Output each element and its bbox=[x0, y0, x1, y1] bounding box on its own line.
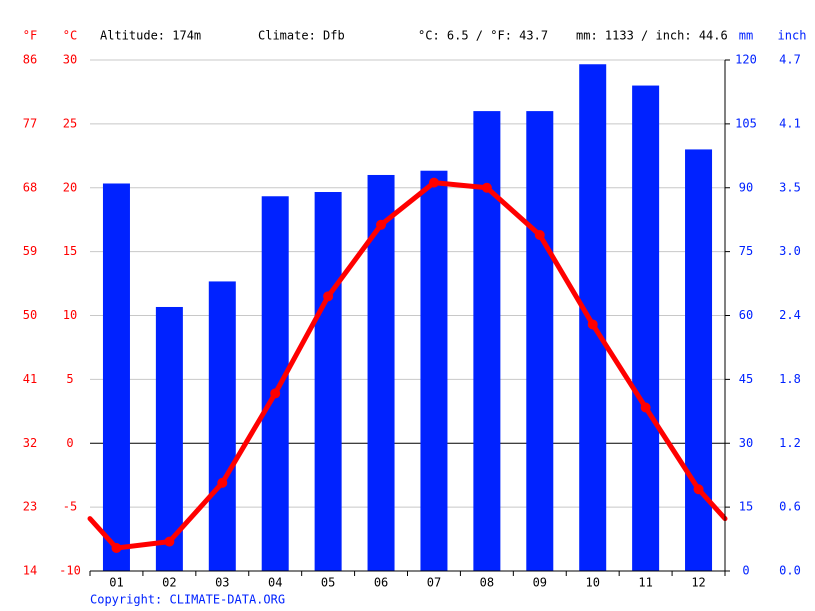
bar bbox=[261, 196, 289, 571]
x-tick-label: 12 bbox=[691, 576, 705, 590]
f-tick-label: 86 bbox=[23, 53, 37, 67]
f-unit: °F bbox=[23, 29, 37, 43]
f-tick-label: 41 bbox=[23, 372, 37, 386]
c-tick-label: -10 bbox=[59, 564, 81, 578]
inch-tick-label: 4.7 bbox=[779, 53, 801, 67]
temperature-point bbox=[111, 543, 122, 554]
temperature-point bbox=[428, 177, 439, 188]
bar bbox=[102, 183, 130, 571]
c-unit: °C bbox=[63, 29, 77, 43]
mm-tick-label: 15 bbox=[739, 500, 753, 514]
c-tick-label: 25 bbox=[63, 116, 77, 130]
inch-unit: inch bbox=[778, 29, 807, 43]
x-tick-label: 09 bbox=[533, 576, 547, 590]
x-tick-label: 05 bbox=[321, 576, 335, 590]
bar bbox=[526, 111, 554, 571]
inch-tick-label: 1.2 bbox=[779, 436, 801, 450]
bar bbox=[579, 64, 607, 571]
inch-tick-label: 3.0 bbox=[779, 244, 801, 258]
header-info: Climate: Dfb bbox=[258, 29, 345, 43]
bar bbox=[473, 111, 501, 571]
inch-tick-label: 3.5 bbox=[779, 180, 801, 194]
mm-tick-label: 0 bbox=[742, 564, 749, 578]
bar bbox=[685, 149, 713, 572]
mm-tick-label: 90 bbox=[739, 180, 753, 194]
mm-tick-label: 60 bbox=[739, 308, 753, 322]
x-tick-label: 11 bbox=[638, 576, 652, 590]
mm-unit: mm bbox=[739, 29, 753, 43]
temperature-point bbox=[534, 230, 545, 241]
inch-tick-label: 0.0 bbox=[779, 564, 801, 578]
inch-tick-label: 2.4 bbox=[779, 308, 801, 322]
x-tick-label: 06 bbox=[374, 576, 388, 590]
temperature-point bbox=[164, 536, 175, 547]
inch-tick-label: 1.8 bbox=[779, 372, 801, 386]
mm-tick-label: 45 bbox=[739, 372, 753, 386]
x-tick-label: 07 bbox=[427, 576, 441, 590]
c-tick-label: 15 bbox=[63, 244, 77, 258]
mm-tick-label: 120 bbox=[735, 53, 757, 67]
x-tick-label: 08 bbox=[480, 576, 494, 590]
header-info: °C: 6.5 / °F: 43.7 bbox=[418, 29, 548, 43]
c-tick-label: 20 bbox=[63, 180, 77, 194]
copyright: Copyright: CLIMATE-DATA.ORG bbox=[90, 593, 285, 607]
temperature-point bbox=[693, 484, 704, 495]
x-tick-label: 01 bbox=[109, 576, 123, 590]
temperature-point bbox=[376, 219, 387, 230]
line-wrap bbox=[696, 486, 728, 522]
f-tick-label: 32 bbox=[23, 436, 37, 450]
f-tick-label: 59 bbox=[23, 244, 37, 258]
line-wrap bbox=[87, 516, 119, 551]
header-info: Altitude: 174m bbox=[100, 29, 201, 43]
temperature-point bbox=[323, 291, 334, 302]
temperature-point bbox=[270, 388, 281, 399]
temperature-line bbox=[116, 180, 701, 551]
f-tick-label: 68 bbox=[23, 180, 37, 194]
c-tick-label: 5 bbox=[66, 372, 73, 386]
bar bbox=[420, 170, 448, 571]
x-tick-label: 10 bbox=[585, 576, 599, 590]
x-tick-label: 04 bbox=[268, 576, 282, 590]
c-tick-label: -5 bbox=[63, 500, 77, 514]
mm-tick-label: 30 bbox=[739, 436, 753, 450]
c-tick-label: 0 bbox=[66, 436, 73, 450]
bar bbox=[632, 85, 660, 572]
bar bbox=[155, 306, 183, 571]
bar bbox=[208, 281, 236, 571]
temperature-point bbox=[217, 477, 228, 488]
x-tick-label: 03 bbox=[215, 576, 229, 590]
f-tick-label: 14 bbox=[23, 564, 37, 578]
header-info: mm: 1133 / inch: 44.6 bbox=[576, 29, 728, 43]
x-tick-label: 02 bbox=[162, 576, 176, 590]
temperature-point bbox=[481, 182, 492, 193]
f-tick-label: 23 bbox=[23, 500, 37, 514]
bar bbox=[314, 192, 342, 571]
inch-tick-label: 0.6 bbox=[779, 500, 801, 514]
f-tick-label: 50 bbox=[23, 308, 37, 322]
c-tick-label: 30 bbox=[63, 53, 77, 67]
inch-tick-label: 4.1 bbox=[779, 116, 801, 130]
mm-tick-label: 75 bbox=[739, 244, 753, 258]
temperature-point bbox=[640, 402, 651, 413]
mm-tick-label: 105 bbox=[735, 116, 757, 130]
f-tick-label: 77 bbox=[23, 116, 37, 130]
c-tick-label: 10 bbox=[63, 308, 77, 322]
temperature-point bbox=[587, 319, 598, 330]
